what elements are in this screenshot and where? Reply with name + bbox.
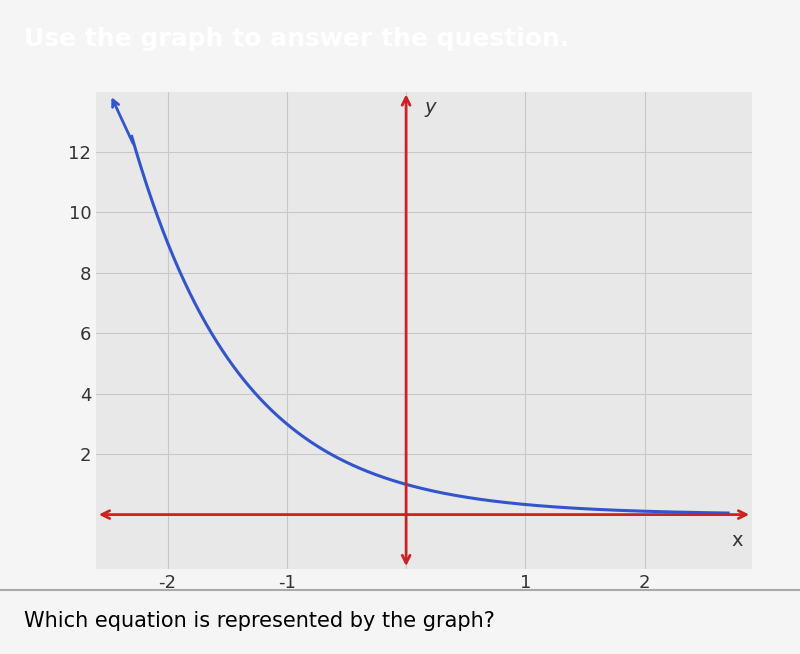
Text: Use the graph to answer the question.: Use the graph to answer the question. bbox=[24, 27, 570, 51]
Text: Which equation is represented by the graph?: Which equation is represented by the gra… bbox=[24, 611, 495, 631]
Text: y: y bbox=[424, 97, 435, 116]
Text: x: x bbox=[731, 531, 742, 550]
